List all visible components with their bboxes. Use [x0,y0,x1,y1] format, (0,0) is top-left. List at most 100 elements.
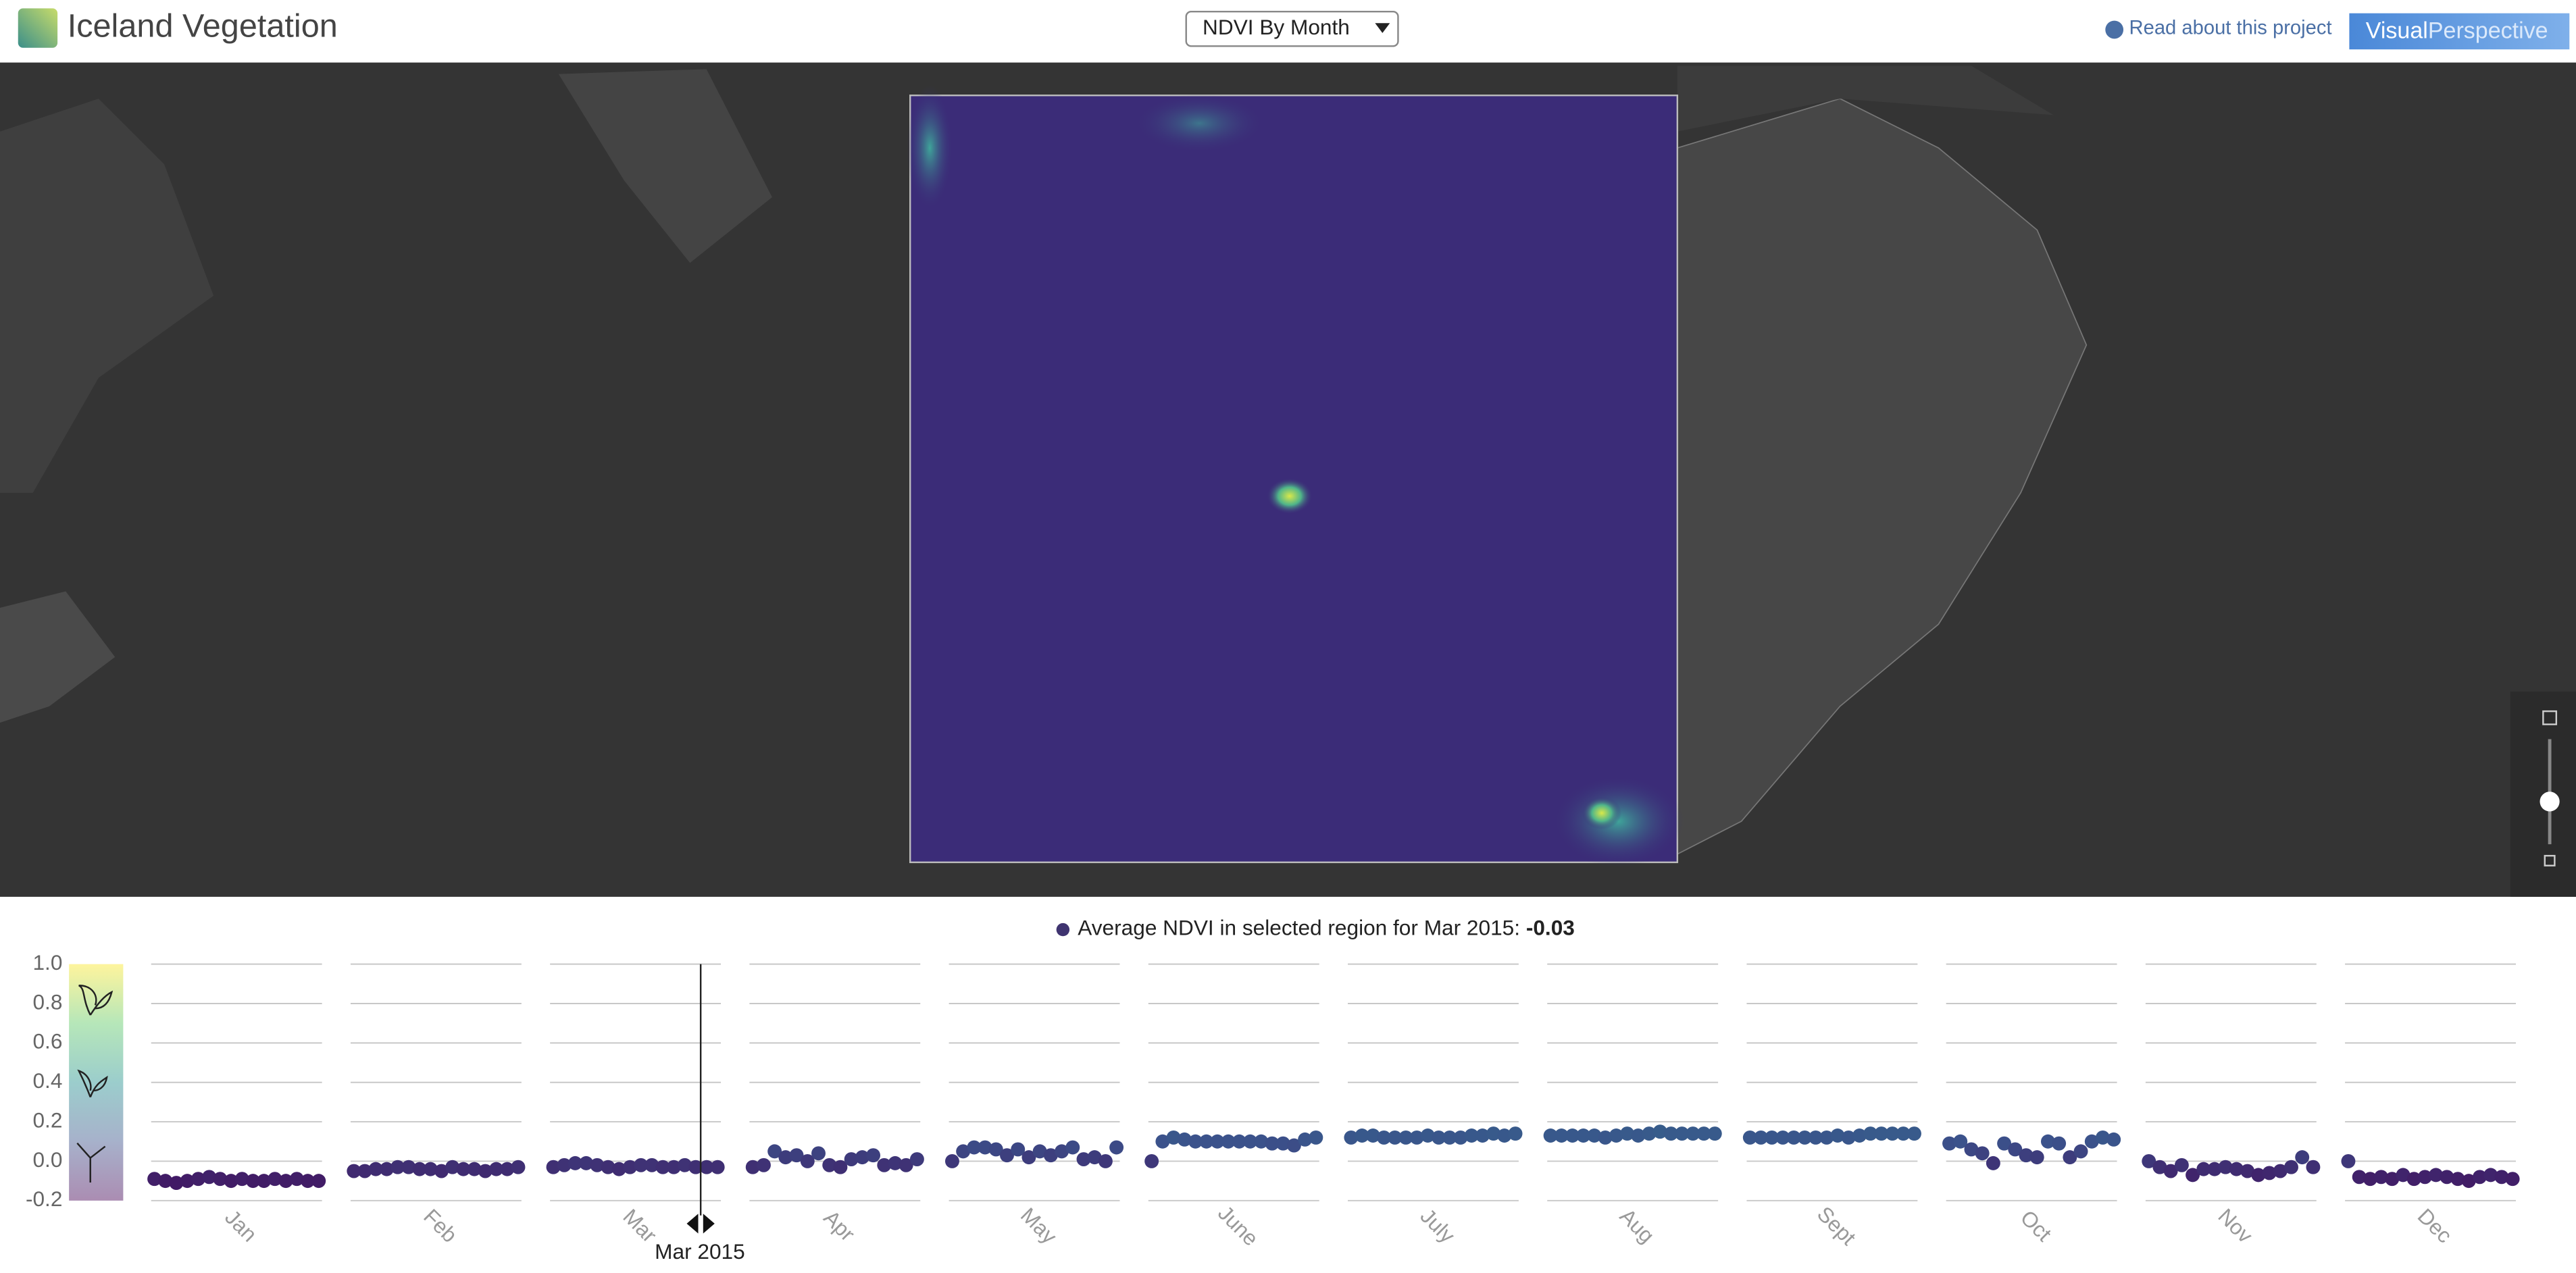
vegetation-patch [1266,477,1313,515]
ndvi-dot [1265,1136,1280,1151]
zoom-in[interactable] [2542,710,2558,725]
info-icon[interactable] [2105,20,2124,39]
ndvi-dot [2341,1153,2356,1168]
ndvi-dot [2152,1160,2167,1174]
ndvi-dot [2019,1148,2034,1163]
ndvi-dot [1409,1130,1424,1145]
ndvi-dot [2450,1172,2465,1187]
ndvi-dot [2008,1142,2023,1157]
ndvi-dot [1953,1134,1968,1149]
ndvi-dot [1286,1138,1301,1153]
ndvi-dot [278,1174,293,1189]
about-link[interactable]: Read about this project [2129,17,2332,38]
ndvi-dot [224,1174,238,1189]
ndvi-dot [2207,1162,2222,1176]
terrain [0,99,214,493]
ndvi-dot [2106,1132,2121,1147]
ndvi-dot [445,1160,460,1174]
ndvi-dot [1032,1144,1047,1159]
vegetation-patch [1133,93,1265,153]
logo-text[interactable]: VisualPerspective [2366,18,2548,44]
ndvi-dot [634,1158,649,1172]
ndvi-dot [1707,1126,1722,1141]
ndvi-dot [2352,1170,2367,1185]
cursor-handle[interactable] [686,1214,715,1234]
month-label: Apr [819,1205,859,1246]
ndvi-dot [1065,1140,1080,1155]
ndvi-dot [1576,1128,1591,1143]
ndvi-dot [169,1176,184,1191]
caption-value: -0.03 [1526,916,1575,940]
ndvi-dot [1786,1130,1801,1145]
dropdown-label[interactable]: NDVI By Month [1203,15,1350,39]
dropdown-arrow[interactable] [1375,23,1390,33]
y-tick-label: 0.0 [32,1147,62,1172]
ndvi-dot [246,1174,260,1189]
leaf-icon [78,985,113,1016]
ndvi-dot [2363,1172,2377,1187]
logo[interactable] [2349,13,2570,50]
ndvi-dot [1775,1130,1790,1145]
ndvi-dot [1830,1128,1845,1143]
caption-dot [1056,923,1070,937]
ndvi-dot [456,1162,471,1176]
ndvi-dot [655,1160,670,1174]
ndvi-dot [2396,1168,2410,1183]
ndvi-dot [2073,1144,2088,1159]
month-label: July [1416,1203,1460,1247]
ndvi-dot [1663,1126,1678,1141]
ndvi-dot [1432,1130,1446,1145]
ndvi-dot [1797,1130,1812,1145]
ndvi-dot [767,1144,782,1159]
ndvi-dot [745,1160,760,1174]
ndvi-dot [1620,1126,1635,1141]
ndvi-dot [234,1172,249,1187]
ndvi-dot [1365,1128,1380,1143]
ndvi-dot [2461,1174,2476,1189]
ndvi-dot [1907,1126,1921,1141]
ndvi-dot [180,1174,195,1189]
caption-text: Average NDVI in selected region for Mar … [1078,916,1520,940]
ndvi-dot [710,1160,725,1174]
ndvi-dot [1043,1148,1058,1163]
ndvi-dot [844,1152,859,1166]
ndvi-dot [1852,1128,1867,1143]
cursor-label: Mar 2015 [655,1239,745,1264]
ndvi-dot [268,1172,282,1187]
ndvi-dot [478,1164,493,1178]
ndvi-dot [866,1148,881,1163]
dropdown[interactable] [1185,10,1399,47]
month-label: Aug [1615,1203,1659,1247]
ndvi-dot [1398,1130,1413,1145]
ndvi-dot [688,1160,703,1174]
vegetation-patch [907,85,953,211]
ndvi-dot [2084,1134,2099,1149]
ndvi-dot [2440,1170,2454,1185]
ndvi-dot [590,1158,605,1172]
ndvi-dot [158,1174,173,1189]
zoom-control [2510,691,2576,897]
ndvi-dot [1166,1130,1181,1145]
ndvi-dot [213,1172,228,1187]
ndvi-dot [1055,1144,1069,1159]
ndvi-dot [2029,1150,2044,1165]
ndvi-dot [557,1158,572,1172]
ndvi-dot [2186,1168,2200,1183]
ndvi-dot [789,1148,804,1163]
zoom-handle[interactable] [2540,791,2560,812]
ndvi-dot [2273,1164,2288,1178]
ndvi-dot [1609,1128,1623,1143]
ndvi-dot [1109,1140,1124,1155]
ndvi-dot [1155,1134,1170,1149]
zoom-track[interactable] [2548,739,2552,845]
ndvi-dot [1554,1128,1569,1143]
ndvi-dot [1675,1126,1690,1141]
zoom-out[interactable] [2544,854,2556,866]
ndvi-dot [347,1164,361,1178]
y-tick-label: 0.4 [32,1068,62,1093]
terrain [1677,66,2054,132]
ndvi-dot [1964,1142,1979,1157]
y-tick-label: 1.0 [32,950,62,975]
vegetation-patch [1582,796,1622,830]
